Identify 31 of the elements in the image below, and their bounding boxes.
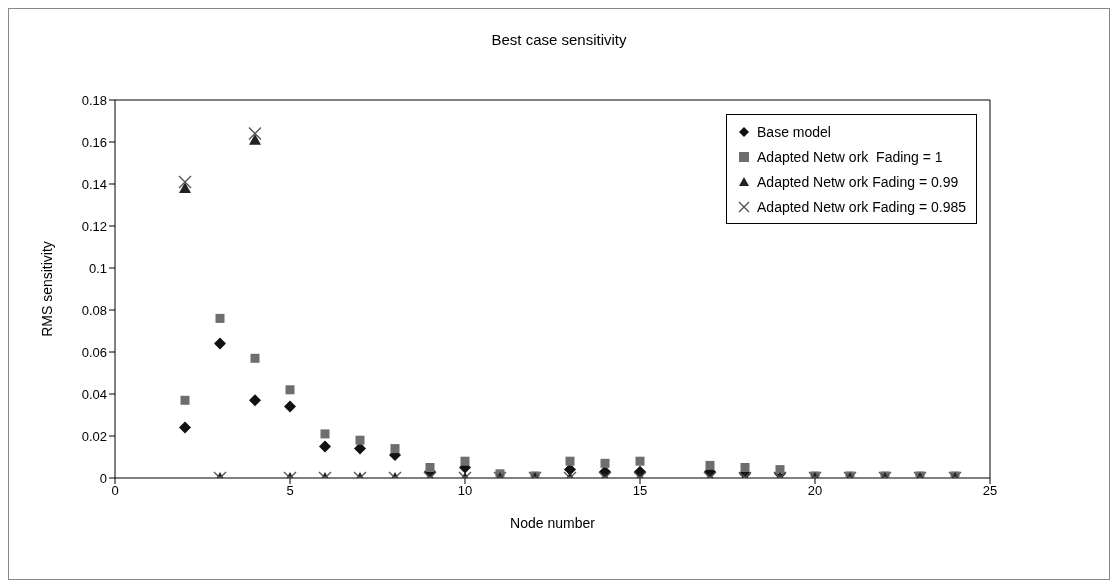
y-tick-label: 0.02 [81, 428, 107, 444]
y-tick-label: 0.04 [81, 386, 107, 402]
point [180, 395, 190, 405]
y-axis-title: RMS sensitivity [38, 241, 55, 337]
point [179, 182, 191, 193]
legend-label: Adapted Netw ork Fading = 1 [757, 148, 943, 165]
x-tick-label: 25 [982, 483, 998, 499]
x-tick-label: 0 [111, 483, 119, 499]
x-tick-label: 10 [457, 483, 473, 499]
point [215, 313, 225, 323]
y-tick-label: 0.16 [81, 134, 107, 150]
x-tick-label: 15 [632, 483, 648, 499]
legend-label: Adapted Netw ork Fading = 0.99 [757, 173, 959, 190]
x-tick-label: 20 [807, 483, 823, 499]
legend-label: Base model [757, 123, 831, 140]
point [248, 126, 262, 141]
y-tick-label: 0.06 [81, 344, 107, 360]
y-tick-label: 0.14 [81, 176, 107, 192]
point [249, 133, 261, 145]
y-tick-label: 0.08 [81, 302, 107, 318]
chart-title: Best case sensitivity [490, 31, 628, 48]
legend-label: Adapted Netw ork Fading = 0.985 [757, 198, 966, 215]
y-tick-label: 0.1 [88, 260, 107, 276]
x-axis-title: Node number [510, 515, 596, 531]
x-tick-label: 5 [286, 483, 294, 499]
y-tick-label: 0.18 [81, 92, 107, 108]
point [178, 175, 192, 189]
point [214, 337, 226, 350]
y-tick-label: 0.12 [81, 218, 107, 234]
point [250, 353, 260, 363]
y-tick-label: 0 [99, 470, 107, 486]
